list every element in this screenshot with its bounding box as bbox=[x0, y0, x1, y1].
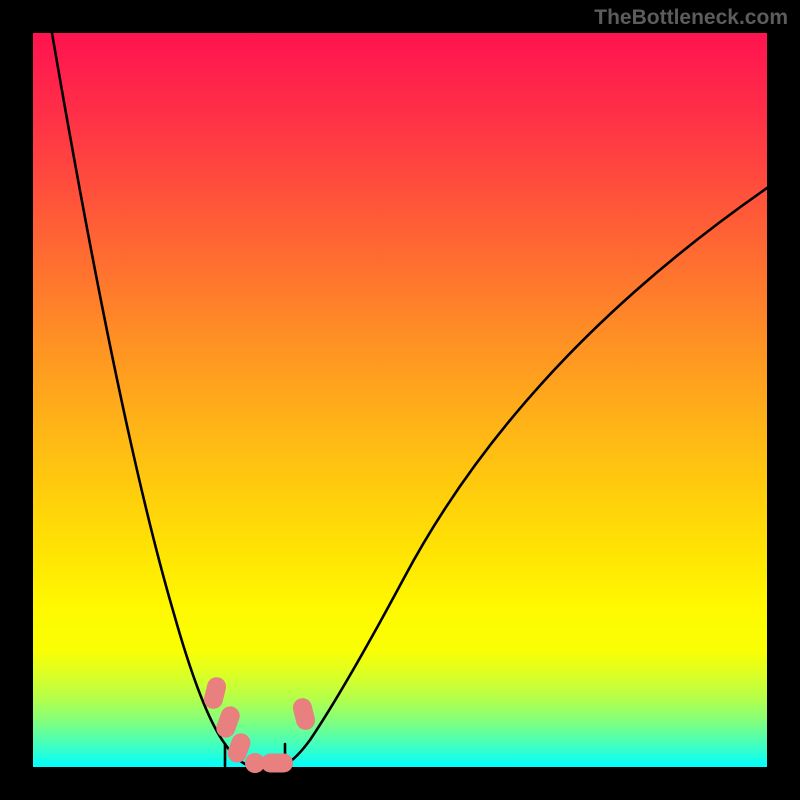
watermark-text: TheBottleneck.com bbox=[594, 6, 788, 30]
chart-root: { "watermark": { "text": "TheBottleneck.… bbox=[0, 0, 800, 800]
curve-right-branch bbox=[285, 188, 767, 765]
marker-4 bbox=[261, 754, 293, 773]
bottleneck-curve bbox=[0, 0, 800, 800]
curve-left-branch bbox=[52, 33, 247, 765]
